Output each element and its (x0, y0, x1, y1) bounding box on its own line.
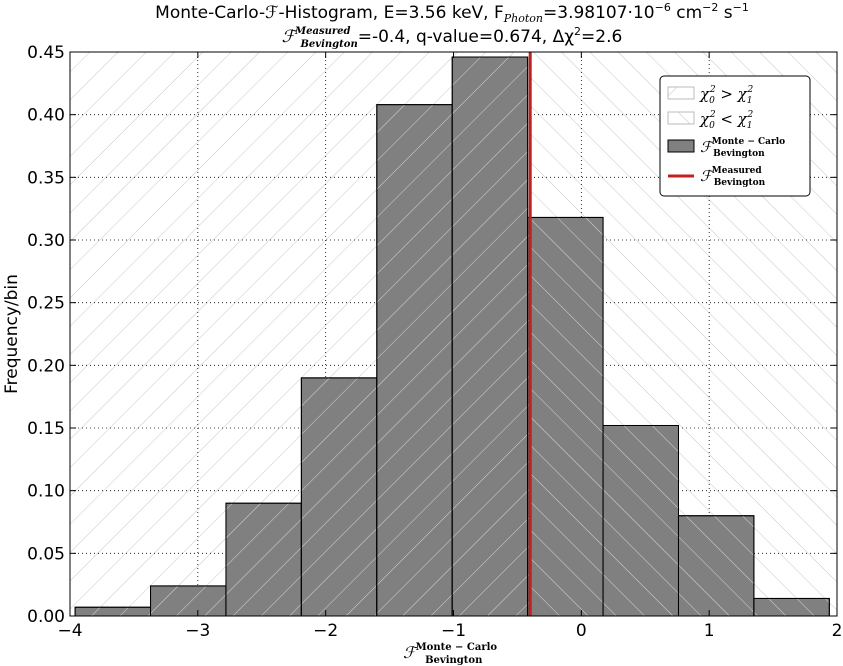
bar-hatch-left (376, 104, 453, 616)
legend-label-chi-less: χ02 < χ12 (699, 110, 754, 131)
legend-swatch-hatch-left (667, 86, 695, 100)
bar-hatch-left (301, 377, 377, 616)
legend-box (659, 75, 811, 197)
y-tick-label: 0.35 (27, 168, 65, 188)
legend-item-chi-less: χ02 < χ12 (667, 110, 754, 131)
bar-hatch-right (603, 425, 679, 616)
legend-swatch-bar (667, 139, 695, 153)
histogram-bars (74, 56, 830, 617)
x-tick-label: 2 (832, 621, 843, 641)
y-tick-label: 0.30 (27, 231, 65, 251)
bar-hatch-right (753, 598, 830, 616)
bar-hatch-left (452, 57, 528, 617)
legend-item-monte-carlo: ℱMonte − Carlo Bevington (667, 137, 785, 159)
x-tick-label: −3 (185, 621, 210, 641)
bar-hatch-left (75, 607, 151, 616)
y-tick-label: 0.00 (27, 607, 65, 627)
y-tick-label: 0.25 (27, 294, 65, 314)
y-axis-label: Frequency/bin (2, 274, 22, 394)
legend-item-chi-greater: χ02 > χ12 (667, 85, 754, 106)
legend-label-chi-greater: χ02 > χ12 (699, 85, 754, 106)
y-tick-label: 0.20 (27, 356, 65, 376)
legend-swatch-hatch-right (667, 111, 695, 125)
chart-title-line2: ℱMeasured Bevington=-0.4, q-value=0.674, … (282, 25, 623, 50)
x-tick-label: −4 (57, 621, 82, 641)
x-tick-label: 0 (576, 621, 587, 641)
x-tick-label: −2 (313, 621, 338, 641)
x-axis-label: ℱMonte − Carlo Bevington (403, 642, 497, 666)
axis-ticks: −4 −3 −2 −1 0 1 2 0.00 0.05 0.10 0.15 0.20 0.25 0.30 0… (27, 43, 842, 641)
legend-label-measured: ℱMeasured Bevington (700, 166, 766, 188)
x-tick-label: −1 (441, 621, 466, 641)
legend: χ02 > χ12 χ02 < χ12 ℱMonte − Carlo Beving… (659, 75, 811, 197)
y-tick-label: 0.05 (27, 544, 65, 564)
y-tick-label: 0.10 (27, 482, 65, 502)
y-tick-label: 0.45 (27, 43, 65, 63)
bar-hatch-right (678, 515, 754, 616)
y-tick-label: 0.15 (27, 419, 65, 439)
legend-item-measured: ℱMeasured Bevington (668, 166, 766, 188)
y-tick-label: 0.40 (27, 106, 65, 126)
x-tick-label: 1 (704, 621, 715, 641)
bar-hatch-left (225, 503, 302, 616)
bar-hatch-left (150, 585, 226, 616)
legend-label-monte-carlo: ℱMonte − Carlo Bevington (700, 137, 785, 159)
bar-hatch-right (530, 217, 604, 616)
chart-title-line1: Monte-Carlo-ℱ-Histogram, E=3.56 keV, FPh… (155, 1, 749, 25)
